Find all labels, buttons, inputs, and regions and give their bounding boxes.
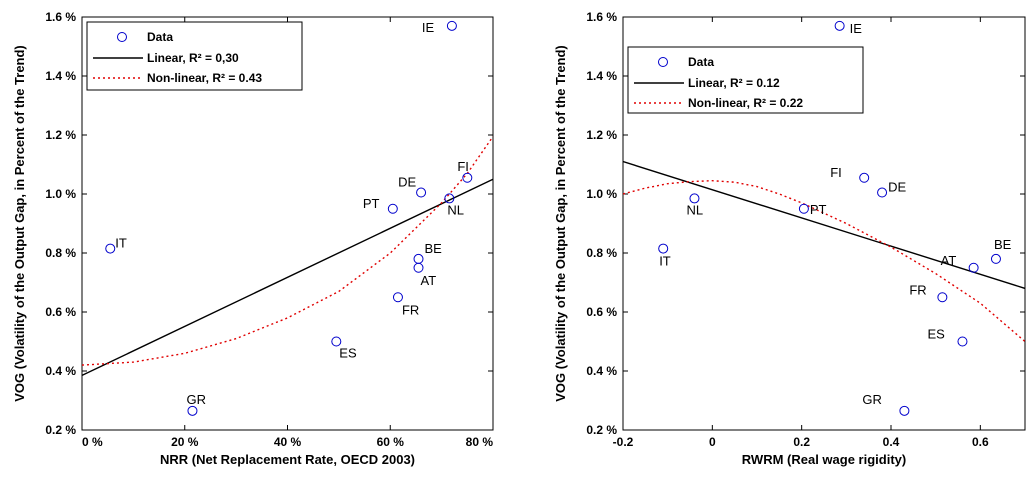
y-tick-label: 1.4 % bbox=[586, 69, 617, 83]
legend-label-nonlinear: Non-linear, R² = 0.22 bbox=[688, 96, 803, 110]
legend: Data Linear, R² = 0.12 Non-linear, R² = 0.… bbox=[627, 46, 864, 114]
legend-label-nonlinear: Non-linear, R² = 0.43 bbox=[147, 71, 262, 85]
x-tick-label: 0.4 bbox=[883, 435, 900, 449]
y-tick-label: 0.2 % bbox=[586, 423, 617, 437]
data-point-fi bbox=[859, 172, 870, 183]
data-point-pt bbox=[798, 203, 809, 214]
y-tick-label: 0.6 % bbox=[45, 305, 76, 319]
point-label-gr: GR bbox=[862, 392, 882, 407]
data-point-ie bbox=[834, 20, 845, 31]
x-tick-label: 60 % bbox=[377, 435, 405, 449]
nonlinear-fit-line bbox=[82, 136, 493, 366]
point-label-de: DE bbox=[888, 180, 906, 195]
data-point-fi bbox=[462, 172, 473, 183]
y-tick-label: 1.6 % bbox=[45, 10, 76, 24]
point-label-pt: PT bbox=[810, 202, 827, 217]
linear-fit-line bbox=[623, 160, 1025, 290]
data-point-at bbox=[968, 262, 979, 273]
y-tick-label: 1.0 % bbox=[45, 187, 76, 201]
y-tick-label: 1.2 % bbox=[586, 128, 617, 142]
point-label-ie: IE bbox=[850, 21, 863, 36]
legend-label-data: Data bbox=[147, 30, 173, 44]
legend-label-data: Data bbox=[688, 55, 714, 69]
data-point-de bbox=[416, 187, 427, 198]
legend-box bbox=[627, 46, 864, 114]
point-label-es: ES bbox=[339, 346, 357, 361]
point-label-fi: FI bbox=[830, 165, 842, 180]
legend-marker-data bbox=[658, 57, 668, 67]
y-axis-label: VOG (Volatility of the Output Gap, in Pe… bbox=[553, 45, 568, 402]
point-label-at: AT bbox=[941, 253, 957, 268]
point-label-be: BE bbox=[994, 237, 1012, 252]
y-axis-label: VOG (Volatility of the Output Gap, in Pe… bbox=[12, 45, 27, 402]
data-point-es bbox=[957, 336, 968, 347]
data-point-be bbox=[990, 253, 1001, 264]
x-tick-label: 40 % bbox=[274, 435, 302, 449]
data-point-fr bbox=[392, 292, 403, 303]
y-tick-label: 0.6 % bbox=[586, 305, 617, 319]
y-tick-label: 0.8 % bbox=[586, 246, 617, 260]
y-tick-label: 1.0 % bbox=[586, 187, 617, 201]
point-label-it: IT bbox=[659, 254, 671, 269]
data-point-ie bbox=[446, 20, 457, 31]
x-tick-label: 0 bbox=[709, 435, 716, 449]
chart-right-rwrm: 0.2 % 0.4 % 0.6 % 0.8 % 1.0 % 1.2 % 1.4 % 1.6 %… bbox=[553, 10, 1026, 467]
x-tick-label: 0.2 bbox=[793, 435, 810, 449]
plot-frame bbox=[622, 16, 1026, 431]
data-point-it bbox=[105, 243, 116, 254]
x-axis-label: NRR (Net Replacement Rate, OECD 2003) bbox=[160, 452, 415, 467]
nonlinear-fit-line bbox=[623, 179, 1025, 343]
point-label-it: IT bbox=[115, 236, 127, 251]
data-point-nl bbox=[689, 193, 700, 204]
y-tick-label: 0.4 % bbox=[45, 364, 76, 378]
data-point-at bbox=[413, 262, 424, 273]
data-point-de bbox=[877, 187, 888, 198]
data-point-nl bbox=[444, 193, 455, 204]
chart-left-nrr: 0.2 % 0.4 % 0.6 % 0.8 % 1.0 % 1.2 % 1.4 % 1.6 %… bbox=[12, 10, 494, 467]
point-label-pt: PT bbox=[363, 196, 380, 211]
point-label-nl: NL bbox=[447, 202, 464, 217]
y-tick-label: 1.4 % bbox=[45, 69, 76, 83]
y-tick-label: 0.8 % bbox=[45, 246, 76, 260]
point-label-gr: GR bbox=[186, 392, 206, 407]
x-tick-label: 0 % bbox=[82, 435, 103, 449]
linear-fit-line bbox=[82, 178, 493, 377]
legend-marker-data bbox=[117, 32, 127, 42]
data-point-be bbox=[413, 253, 424, 264]
x-axis-label: RWRM (Real wage rigidity) bbox=[742, 452, 906, 467]
y-tick-label: 0.4 % bbox=[586, 364, 617, 378]
point-label-es: ES bbox=[927, 327, 945, 342]
point-label-at: AT bbox=[421, 273, 437, 288]
data-point-es bbox=[331, 336, 342, 347]
point-label-fr: FR bbox=[402, 302, 419, 317]
data-point-it bbox=[658, 243, 669, 254]
data-point-pt bbox=[387, 203, 398, 214]
point-label-nl: NL bbox=[686, 202, 703, 217]
data-point-gr bbox=[899, 405, 910, 416]
x-tick-label: -0.2 bbox=[613, 435, 634, 449]
point-label-ie: IE bbox=[422, 20, 435, 35]
y-tick-label: 1.2 % bbox=[45, 128, 76, 142]
y-tick-label: 1.6 % bbox=[586, 10, 617, 24]
data-point-fr bbox=[937, 292, 948, 303]
point-label-fi: FI bbox=[457, 159, 469, 174]
point-label-fr: FR bbox=[909, 282, 926, 297]
legend-label-linear: Linear, R² = 0.12 bbox=[688, 76, 780, 90]
legend: Data Linear, R² = 0,30 Non-linear, R² = 0.… bbox=[86, 21, 303, 91]
legend-label-linear: Linear, R² = 0,30 bbox=[147, 51, 239, 65]
x-tick-label: 0.6 bbox=[972, 435, 989, 449]
x-tick-label: 80 % bbox=[466, 435, 494, 449]
legend-box bbox=[86, 21, 303, 91]
x-tick-label: 20 % bbox=[171, 435, 199, 449]
y-tick-label: 0.2 % bbox=[45, 423, 76, 437]
point-label-de: DE bbox=[398, 175, 416, 190]
data-point-gr bbox=[187, 405, 198, 416]
point-label-be: BE bbox=[425, 241, 443, 256]
